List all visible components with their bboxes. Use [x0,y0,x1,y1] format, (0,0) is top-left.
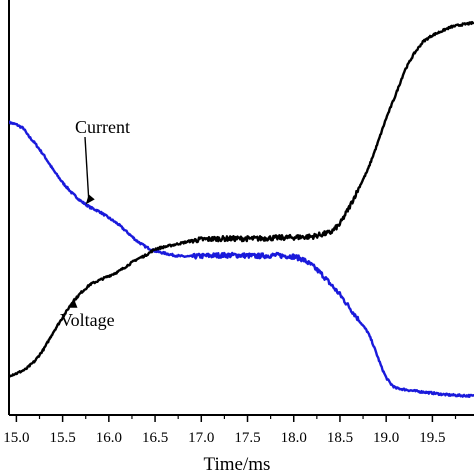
x-tick-label: 16.0 [96,430,122,446]
x-tick-label: 15.0 [3,430,29,446]
series-group [9,20,474,398]
x-tick-label: 16.5 [142,430,168,446]
annotation-current: Current [75,117,130,137]
x-tick-labels: 15.0 15.5 16.0 16.5 17.0 17.5 18.0 18.5 19.0 19.5 [3,430,445,446]
x-axis-title: Time/ms [204,454,271,474]
series-line-voltage [9,20,474,378]
annotation-voltage: Voltage [60,310,115,330]
annotation-current-arrowhead [85,194,95,205]
x-tick-label: 15.5 [49,430,75,446]
x-tick-label: 17.0 [188,430,214,446]
annotation-current-arrow [84,136,90,200]
axes [8,0,474,422]
x-tick-label: 18.5 [327,430,353,446]
x-tick-label: 18.0 [281,430,307,446]
series-line-current [9,120,474,398]
annotations: Current Voltage [60,117,130,330]
x-tick-label: 17.5 [234,430,260,446]
annotation-voltage-arrowhead [69,297,78,308]
x-tick-label: 19.0 [373,430,399,446]
x-tick-label: 19.5 [419,430,445,446]
